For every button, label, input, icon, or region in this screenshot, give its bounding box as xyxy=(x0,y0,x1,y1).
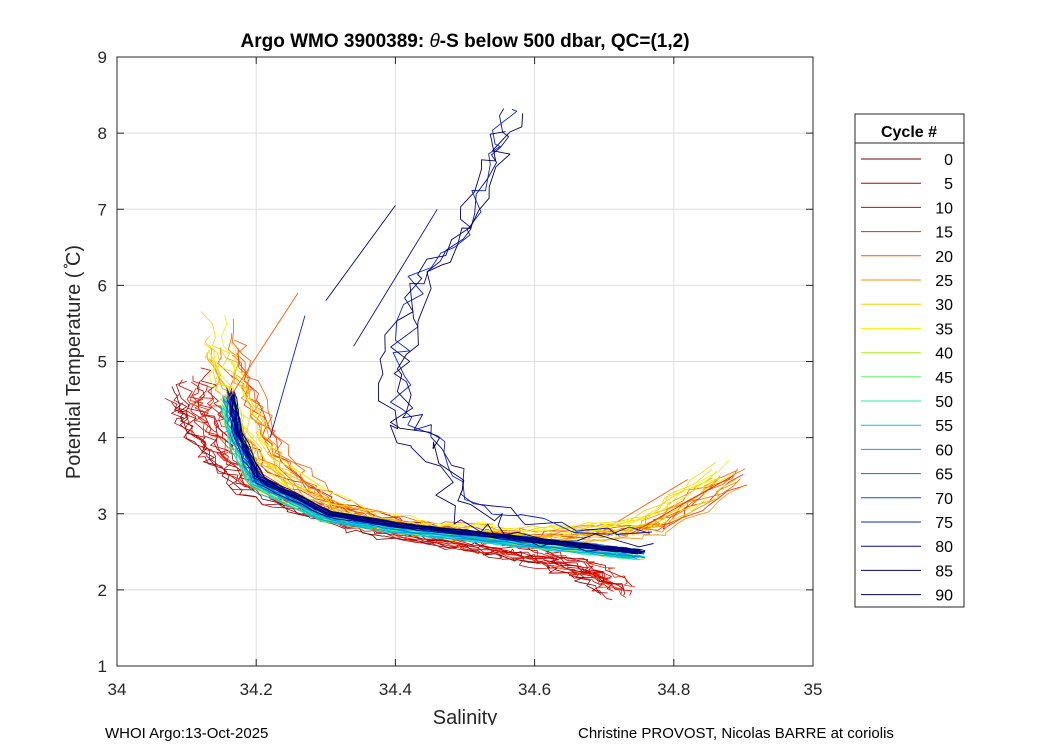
y-tick-label: 1 xyxy=(98,657,107,676)
legend-entry-label: 15 xyxy=(935,225,953,242)
chart-title-suffix: -S below 500 dbar, QC=(1,2) xyxy=(440,31,690,52)
chart-title: Argo WMO 3900389: θ-S below 500 dbar, QC… xyxy=(240,31,689,52)
legend-box xyxy=(854,113,965,608)
y-tick-label: 5 xyxy=(98,353,107,372)
x-tick-label: 34 xyxy=(108,680,127,699)
legend-entry-label: 20 xyxy=(935,249,953,266)
profile-trace xyxy=(390,113,654,548)
x-tick-label: 34.4 xyxy=(379,680,412,699)
profile-trace xyxy=(220,406,634,558)
profile-trace xyxy=(190,387,622,595)
x-axis-label: Salinity xyxy=(433,707,497,725)
legend-entry-label: 75 xyxy=(935,515,953,532)
profile-trace xyxy=(325,205,396,301)
profile-traces xyxy=(164,108,747,601)
profile-trace xyxy=(377,131,640,553)
y-tick-label: 4 xyxy=(98,429,107,448)
profile-trace xyxy=(638,475,734,530)
profile-trace xyxy=(617,479,688,522)
legend-entry-label: 25 xyxy=(935,273,953,290)
profile-trace xyxy=(203,343,721,545)
profile-trace xyxy=(178,379,613,601)
legend-entry-label: 80 xyxy=(935,539,953,556)
legend-entry-label: 40 xyxy=(935,346,953,363)
legend: Cycle # 0 5 10 15 20 25 30 35 40 45 50 55 60 65 70 75 80… xyxy=(854,113,965,608)
profile-trace xyxy=(221,314,730,531)
profile-trace xyxy=(390,108,653,535)
legend-title: Cycle # xyxy=(881,124,937,141)
x-tick-label: 35 xyxy=(804,680,823,699)
legend-entry-label: 55 xyxy=(935,418,953,435)
legend-entry-label: 90 xyxy=(935,588,953,605)
legend-entry-label: 50 xyxy=(935,394,953,411)
profile-trace xyxy=(231,395,641,554)
chart-area: Argo WMO 3900389: θ-S below 500 dbar, QC… xyxy=(63,31,965,725)
profile-trace xyxy=(269,315,306,438)
legend-entry-label: 30 xyxy=(935,297,953,314)
chart-title-prefix: Argo WMO 3900389: xyxy=(240,31,429,52)
footer-right: Christine PROVOST, Nicolas BARRE at cori… xyxy=(578,725,894,742)
legend-entry-label: 65 xyxy=(935,467,953,484)
legend-entry-label: 85 xyxy=(935,563,953,580)
profile-trace xyxy=(174,402,608,594)
legend-entry-label: 0 xyxy=(944,152,953,169)
y-tick-label: 8 xyxy=(98,124,107,143)
y-tick-label: 3 xyxy=(98,505,107,524)
y-tick-label: 7 xyxy=(98,200,107,219)
profile-trace xyxy=(232,390,646,551)
y-tick-label: 2 xyxy=(98,581,107,600)
profile-trace xyxy=(231,392,642,555)
profile-trace xyxy=(228,292,299,400)
legend-entry-label: 45 xyxy=(935,370,953,387)
legend-entry-label: 5 xyxy=(944,176,953,193)
x-tick-label: 34.6 xyxy=(518,680,551,699)
profile-trace xyxy=(353,209,438,347)
legend-entry-label: 10 xyxy=(935,200,953,217)
footer-left: WHOI Argo:13-Oct-2025 xyxy=(105,725,269,742)
y-tick-label: 6 xyxy=(98,276,107,295)
legend-entry-label: 70 xyxy=(935,491,953,508)
x-tick-label: 34.8 xyxy=(657,680,690,699)
y-axis-label: Potential Temperature ( ̊C) xyxy=(63,245,85,479)
profile-trace xyxy=(226,400,639,555)
y-tick-label: 9 xyxy=(98,48,107,67)
legend-entry-label: 60 xyxy=(935,442,953,459)
x-tick-label: 34.2 xyxy=(240,680,273,699)
legend-entry-label: 35 xyxy=(935,321,953,338)
profile-trace xyxy=(190,397,627,598)
profile-trace xyxy=(231,392,643,553)
chart-title-symbol: θ xyxy=(429,31,440,52)
